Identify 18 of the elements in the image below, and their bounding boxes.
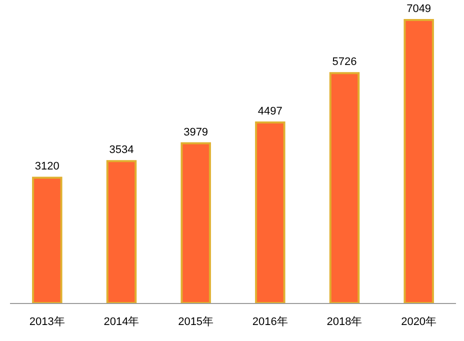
x-tick-label: 2018年 (326, 316, 362, 328)
bar (32, 176, 62, 304)
data-label: 3120 (34, 160, 60, 173)
data-label: 7049 (406, 3, 432, 15)
data-label: 4497 (258, 105, 282, 118)
bar (404, 19, 434, 304)
bar (329, 72, 360, 304)
x-tick-label: 2020年 (401, 316, 437, 328)
bar (106, 160, 137, 304)
x-tick-label: 2014年 (104, 316, 140, 328)
data-label: 3979 (184, 126, 208, 138)
bar (255, 121, 286, 304)
x-tick-label: 2016年 (252, 316, 288, 328)
bar (180, 142, 211, 304)
x-tick-label: 2015年 (178, 316, 214, 328)
x-tick-label: 2013年 (29, 316, 65, 328)
data-label: 3534 (109, 144, 134, 156)
data-label: 5726 (332, 56, 357, 68)
